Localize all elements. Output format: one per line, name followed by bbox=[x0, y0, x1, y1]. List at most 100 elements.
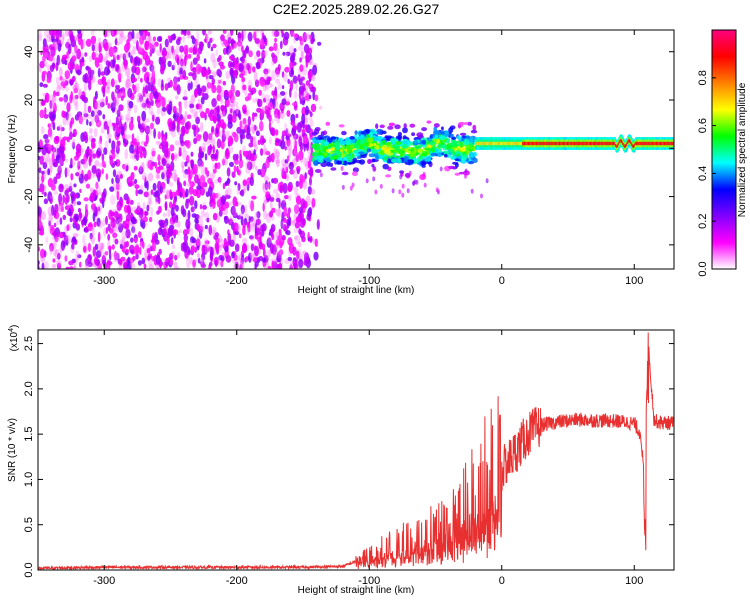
spectrogram-cell bbox=[172, 169, 177, 175]
spectrogram-cell bbox=[375, 154, 379, 160]
spectrogram-cell bbox=[179, 113, 183, 120]
spectrogram-cell bbox=[281, 98, 287, 106]
spectrogram-cell bbox=[62, 194, 66, 204]
spectrogram-cell bbox=[105, 86, 110, 94]
spectrogram-cell bbox=[356, 141, 360, 146]
spectrogram-cell bbox=[79, 211, 83, 219]
spectrogram-cell bbox=[157, 154, 161, 162]
spectrogram-cell bbox=[187, 30, 191, 36]
spectrogram-cell bbox=[200, 122, 204, 132]
spectrogram-cell bbox=[122, 244, 126, 254]
spectrogram-cell bbox=[38, 167, 42, 174]
spectrogram-cell bbox=[417, 148, 423, 153]
spectrogram-cell bbox=[74, 94, 79, 100]
spectrogram-cell bbox=[261, 229, 265, 237]
spectrogram-cell bbox=[305, 80, 310, 86]
spectrogram-cell bbox=[145, 99, 149, 105]
spectrogram-cell bbox=[229, 98, 235, 108]
spectrogram-cell bbox=[129, 259, 133, 267]
spectrogram-cell bbox=[182, 229, 188, 236]
spectrogram-cell bbox=[153, 128, 157, 139]
spectrogram-cell bbox=[268, 114, 272, 122]
spectrogram-cell bbox=[273, 147, 277, 155]
spectrogram-cell bbox=[92, 153, 96, 159]
spectrogram-cell bbox=[428, 138, 432, 142]
spectrogram-cell bbox=[124, 224, 130, 230]
spectrogram-cell bbox=[183, 233, 188, 243]
spectrogram-cell bbox=[309, 176, 312, 186]
spectrogram-cell bbox=[94, 112, 99, 124]
spectrogram-cell bbox=[275, 264, 281, 269]
spectrogram-cell bbox=[281, 71, 285, 78]
spectrogram-cell bbox=[296, 250, 300, 260]
spectrogram-cell bbox=[210, 172, 216, 180]
spectrogram-cell bbox=[101, 168, 104, 175]
spectrogram-cell bbox=[279, 249, 284, 256]
spectrogram-cell bbox=[118, 182, 122, 191]
spectrogram-cell bbox=[132, 226, 136, 234]
spectrogram-cell bbox=[189, 227, 194, 238]
spectrogram-cell bbox=[314, 238, 318, 247]
spectrogram-cell bbox=[253, 55, 259, 60]
spectrogram-cell bbox=[270, 152, 275, 163]
spectrogram-cell bbox=[52, 258, 56, 263]
spectrogram-cell bbox=[182, 33, 185, 44]
spectrogram-cell bbox=[207, 41, 211, 49]
spectrogram-cell bbox=[353, 149, 358, 154]
spectrogram-cell bbox=[108, 133, 112, 139]
spectrogram-cell bbox=[379, 183, 383, 189]
spectrogram-cell bbox=[264, 71, 269, 81]
spectrogram-cell bbox=[78, 88, 82, 98]
spectrogram-cell bbox=[115, 96, 120, 107]
spectrogram-cell bbox=[195, 238, 201, 249]
spectrogram-cell bbox=[172, 113, 177, 119]
spectrogram-cell bbox=[116, 54, 120, 60]
spectrogram-cell bbox=[179, 133, 184, 144]
spectrogram-cell bbox=[299, 57, 302, 63]
x-tick-label: -300 bbox=[93, 575, 115, 587]
spectrogram-cell bbox=[41, 262, 45, 269]
spectrogram-cell bbox=[41, 174, 45, 184]
spectrogram-cell bbox=[115, 84, 121, 89]
spectrogram-cell bbox=[131, 154, 135, 160]
spectrogram-cell bbox=[334, 145, 339, 150]
spectrogram-cell bbox=[151, 241, 156, 252]
spectrogram-cell bbox=[345, 140, 351, 145]
spectrogram-cell bbox=[70, 91, 74, 101]
spectrogram-cell bbox=[296, 122, 302, 133]
spectrogram-cell bbox=[247, 79, 253, 89]
spectrogram-cell bbox=[97, 67, 101, 78]
spectrogram-cell bbox=[257, 98, 263, 108]
spectrogram-cell bbox=[161, 168, 167, 175]
spectrogram-cell bbox=[310, 39, 314, 45]
spectrogram-cell bbox=[68, 260, 74, 266]
spectrogram-cell bbox=[265, 191, 271, 199]
spectrogram-cell bbox=[275, 78, 281, 84]
spectrogram-cell bbox=[188, 47, 194, 53]
spectrogram-cell bbox=[134, 209, 140, 215]
spectrogram-cell bbox=[140, 140, 147, 145]
spectrogram-cell bbox=[146, 76, 150, 85]
spectrogram-cell bbox=[155, 196, 159, 205]
spectrogram-cell bbox=[174, 140, 180, 146]
spectrogram-cell bbox=[92, 189, 97, 199]
spectrogram-cell bbox=[289, 60, 294, 71]
spectrogram-cell bbox=[131, 65, 137, 74]
spectrogram-cell bbox=[274, 149, 280, 159]
spectrogram-cell bbox=[60, 127, 65, 132]
spectrogram-cell bbox=[77, 30, 82, 34]
spectrogram-cell bbox=[318, 150, 322, 156]
spectrogram-cell bbox=[266, 249, 270, 258]
spectrogram-cell bbox=[336, 161, 341, 165]
spectrogram-cell bbox=[215, 243, 219, 253]
spectrogram-cell bbox=[259, 231, 262, 242]
spectrogram-cell bbox=[112, 252, 118, 258]
spectrogram-cell bbox=[121, 236, 126, 246]
spectrogram-cell bbox=[470, 188, 474, 194]
spectrogram-cell bbox=[152, 36, 156, 42]
spectrogram-cell bbox=[116, 69, 122, 74]
spectrogram-cell bbox=[86, 257, 90, 263]
spectrogram-cell bbox=[51, 120, 55, 125]
spectrogram-cell bbox=[256, 107, 262, 113]
spectrogram-cell bbox=[125, 228, 131, 239]
